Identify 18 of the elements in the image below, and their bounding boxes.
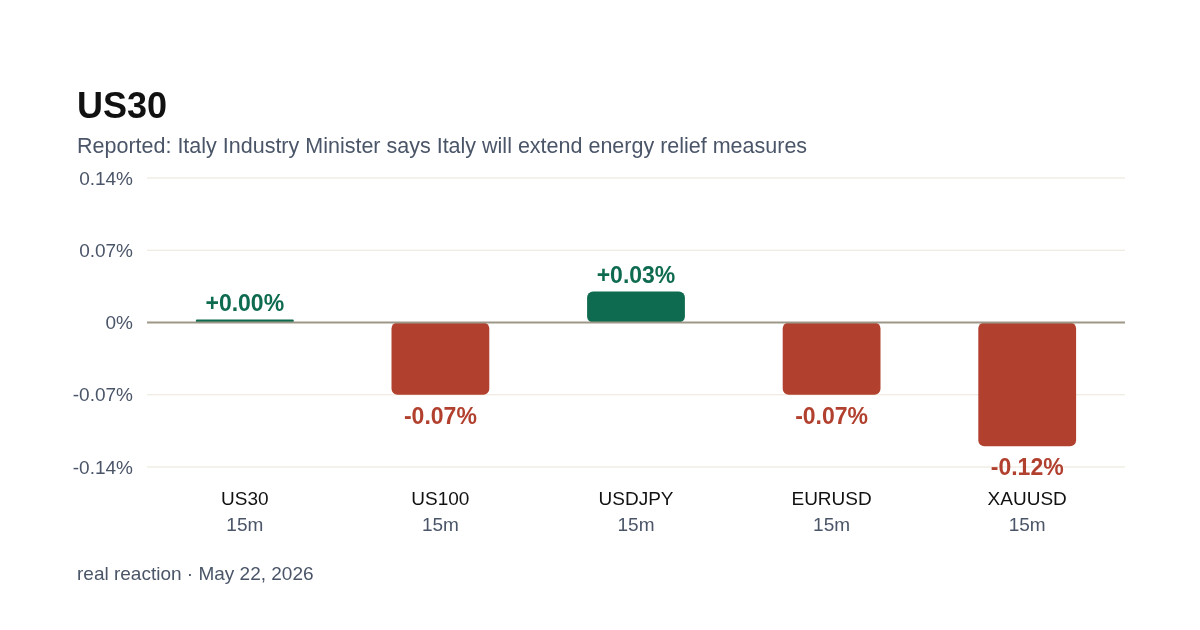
chart-subtitle: Reported: Italy Industry Minister says Italy will extend energy relief measures — [77, 134, 808, 158]
x-tick-label: USDJPY 15m — [598, 488, 674, 535]
data-label: -0.07% — [403, 402, 477, 429]
data-label: +0.03% — [596, 261, 676, 288]
data-label: -0.12% — [990, 454, 1064, 481]
x-tick-label: US30 15m — [221, 488, 269, 535]
x-tick-label: EURUSD 15m — [791, 488, 872, 535]
chart-title: US30 — [77, 85, 168, 126]
y-tick-label: 0.14% — [79, 167, 134, 189]
data-label: -0.07% — [795, 402, 869, 429]
x-tick-label: US100 15m — [411, 488, 470, 535]
y-tick-label: 0% — [105, 312, 134, 334]
y-tick-label: -0.14% — [72, 456, 134, 478]
y-tick-label: -0.07% — [72, 384, 134, 406]
x-tick-label: XAUUSD 15m — [987, 488, 1067, 535]
data-label: +0.00% — [205, 289, 285, 316]
text: real reaction · May 22, 2026 — [77, 563, 314, 584]
y-tick-label: 0.07% — [79, 239, 134, 261]
